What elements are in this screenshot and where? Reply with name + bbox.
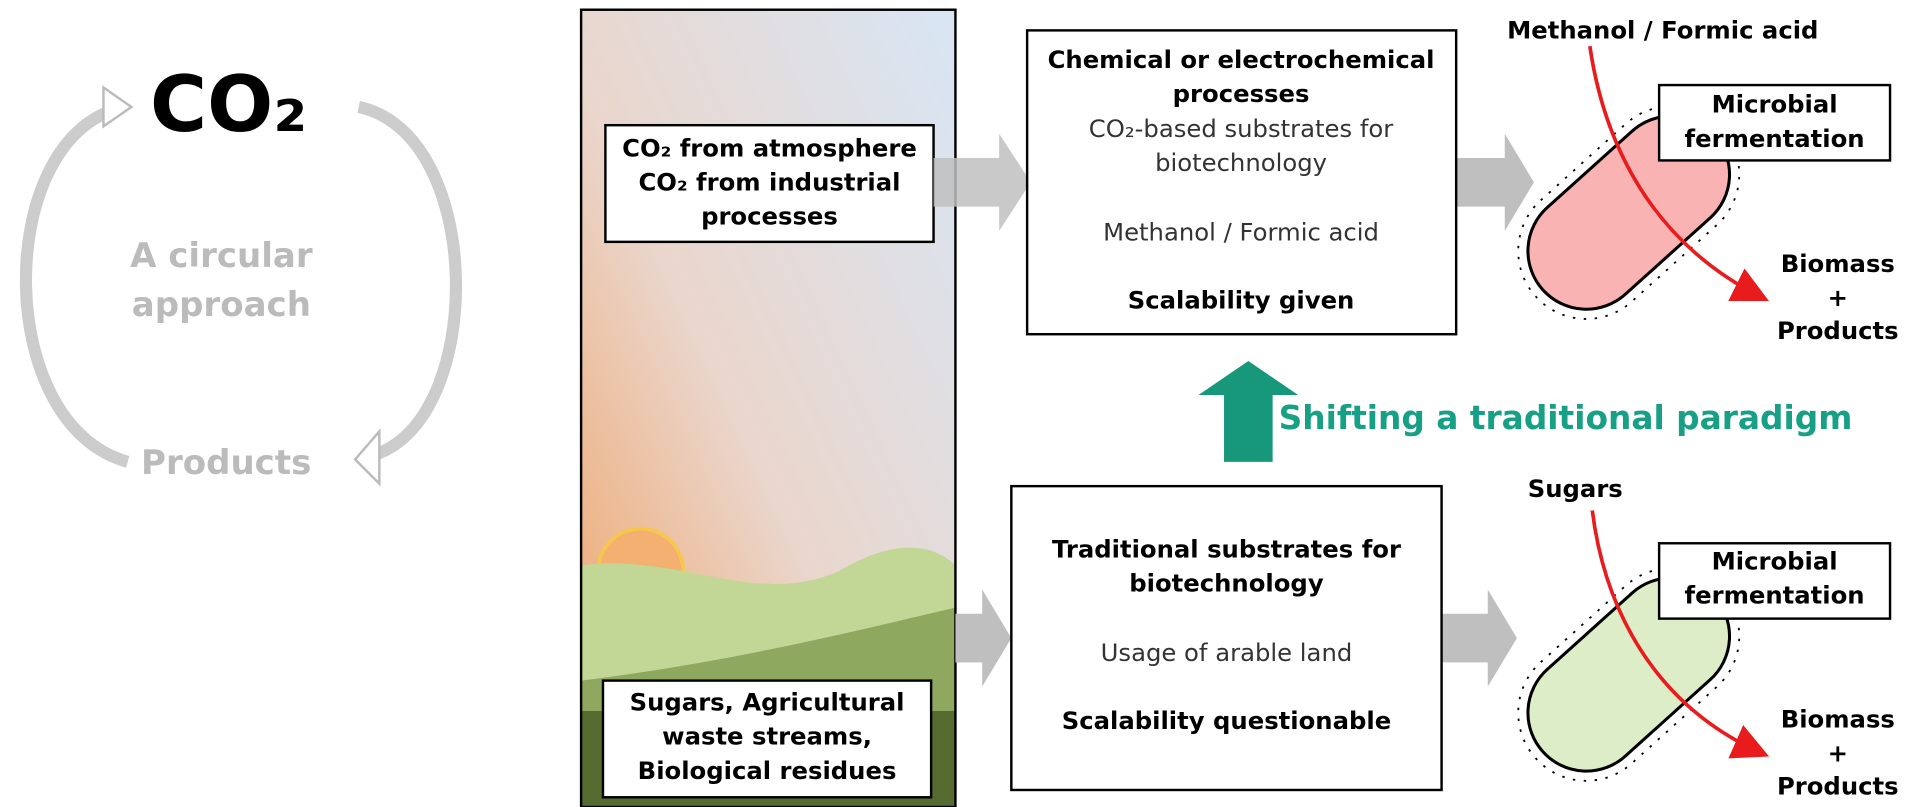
output-label: Biomass	[1781, 249, 1895, 278]
label: fermentation	[1685, 124, 1865, 153]
input-label: Sugars	[1528, 474, 1623, 503]
flow-arrow	[1442, 589, 1517, 686]
output-label: +	[1828, 283, 1848, 312]
process-scalability: Scalability questionable	[1062, 706, 1391, 735]
source-text: CO₂ from industrial	[638, 168, 900, 197]
label: Microbial	[1712, 90, 1838, 119]
cycle-arrow	[359, 107, 456, 456]
input-label: Methanol / Formic acid	[1507, 16, 1818, 45]
label: fermentation	[1685, 581, 1865, 610]
cycle: CO₂ A circular approach Products	[26, 60, 456, 484]
fermentation: Methanol / Formic acid Microbial ferment…	[1490, 16, 1898, 347]
process-title: biotechnology	[1129, 569, 1324, 598]
co2: CO₂	[150, 60, 307, 150]
label: Microbial	[1712, 547, 1838, 576]
flow-arrow	[1456, 134, 1534, 231]
arrowhead	[103, 88, 131, 127]
process-text: Methanol / Formic acid	[1103, 217, 1379, 246]
output-label: Products	[1777, 772, 1899, 801]
process-title: processes	[1173, 79, 1310, 108]
diagram: CO₂ A circular approach Products CO₂ fro…	[0, 0, 1906, 807]
source-text: waste streams,	[662, 722, 872, 751]
flow-arrow	[955, 589, 1011, 686]
process-title: Traditional substrates for	[1052, 535, 1401, 564]
fermentation: Sugars Microbial fermentation Biomass + …	[1490, 474, 1898, 807]
cycle-arrow	[26, 109, 128, 461]
source-text: processes	[701, 202, 838, 231]
process-text: CO₂-based substrates for	[1089, 114, 1393, 143]
label: Products	[141, 443, 311, 483]
output-label: Biomass	[1781, 705, 1895, 734]
source-text: Biological residues	[638, 756, 897, 785]
output-label: Products	[1777, 316, 1899, 345]
output-label: +	[1828, 739, 1848, 768]
process-text: biotechnology	[1155, 148, 1327, 177]
label: approach	[132, 285, 311, 325]
page: {"cycle": {"center": "CO₂", "middle": ["…	[0, 0, 1906, 807]
process-scalability: Scalability given	[1128, 285, 1355, 314]
shift-label: Shifting a traditional paradigm	[1279, 399, 1853, 437]
source-text: Sugars, Agricultural	[630, 688, 905, 717]
process-text: Usage of arable land	[1101, 638, 1353, 667]
arrowhead	[355, 431, 379, 483]
landscape: CO₂ from atmosphere CO₂ from industrial …	[581, 10, 955, 807]
label: A circular	[130, 236, 313, 276]
process-title: Chemical or electrochemical	[1048, 45, 1435, 74]
source-text: CO₂ from atmosphere	[622, 133, 917, 162]
